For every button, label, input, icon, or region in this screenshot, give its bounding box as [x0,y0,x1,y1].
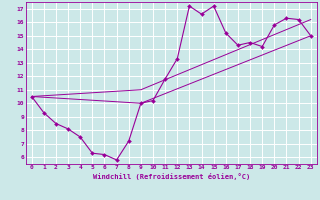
X-axis label: Windchill (Refroidissement éolien,°C): Windchill (Refroidissement éolien,°C) [92,173,250,180]
